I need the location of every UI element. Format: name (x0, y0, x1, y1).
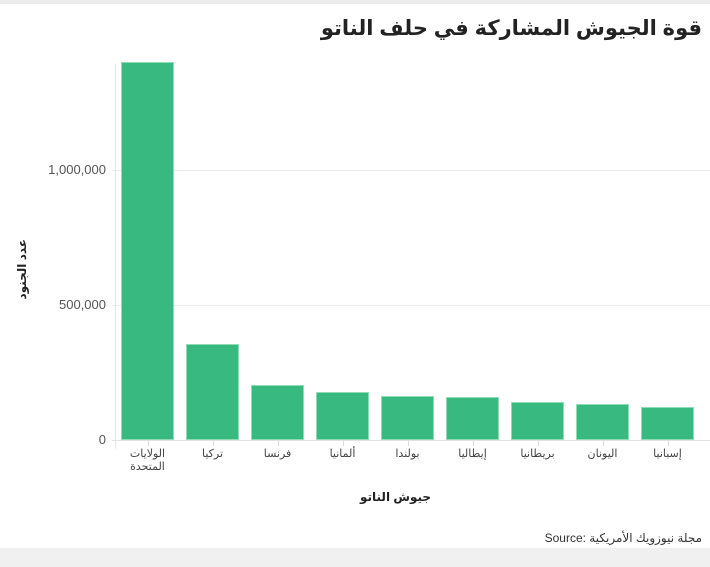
x-tick-label: إيطاليا (458, 448, 487, 460)
chart-title: قوة الجيوش المشاركة في حلف الناتو (320, 17, 702, 40)
bar[interactable] (121, 62, 174, 440)
x-tick-mark (472, 441, 474, 446)
top-strip (0, 0, 710, 4)
gridline-1000000 (112, 170, 710, 171)
bar[interactable] (316, 392, 369, 440)
x-tick-label: بريطانيا (520, 448, 555, 460)
x-tick-label: بولندا (395, 448, 420, 460)
y-axis-line (115, 64, 116, 449)
x-tick-mark (212, 441, 214, 446)
bar[interactable] (186, 344, 239, 440)
x-tick-label: ألمانيا (329, 448, 356, 460)
x-tick-label: الولايات المتحدة (129, 448, 166, 473)
y-tick-500000: 500,000 (59, 297, 106, 312)
bar[interactable] (446, 397, 499, 440)
x-tick-mark (342, 441, 344, 446)
x-tick-mark (667, 441, 669, 446)
chart-panel: قوة الجيوش المشاركة في حلف الناتو عدد ال… (0, 4, 710, 548)
x-tick-mark (147, 441, 149, 446)
y-tick-1000000: 1,000,000 (48, 162, 106, 177)
x-tick-mark (277, 441, 279, 446)
bar[interactable] (641, 407, 694, 440)
x-tick-label: إسبانيا (653, 448, 682, 460)
y-axis-label: عدد الجنود (15, 239, 29, 300)
bar[interactable] (381, 396, 434, 440)
x-axis-label: جيوش الناتو (360, 490, 432, 504)
baseline (112, 440, 710, 441)
bar[interactable] (251, 385, 304, 440)
bar[interactable] (576, 404, 629, 440)
x-tick-label: تركيا (201, 448, 224, 460)
x-tick-mark (602, 441, 604, 446)
bottom-strip (0, 548, 710, 567)
x-tick-mark (537, 441, 539, 446)
source-note: Source: مجلة نيوزويك الأمريكية (544, 531, 702, 545)
x-tick-label: فرنسا (263, 448, 292, 460)
bar[interactable] (511, 402, 564, 440)
y-tick-0: 0 (98, 432, 106, 447)
gridline-500000 (112, 305, 710, 306)
x-tick-label: اليونان (587, 448, 618, 460)
x-tick-mark (407, 441, 409, 446)
